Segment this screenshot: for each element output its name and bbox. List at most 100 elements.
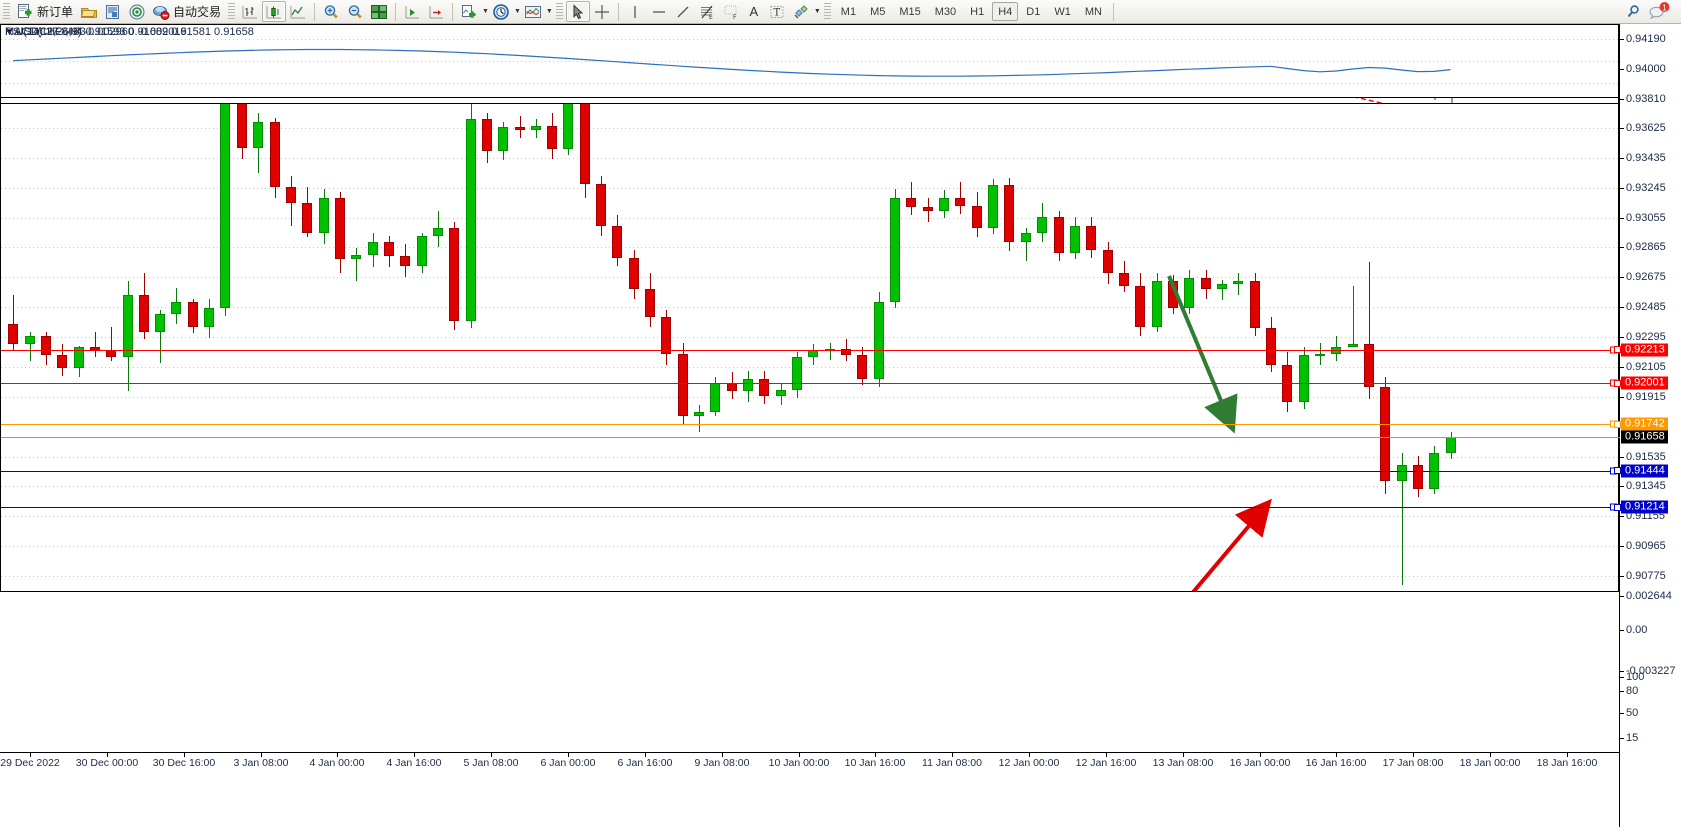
zoom-in-button[interactable] (319, 1, 343, 22)
price-level-line-support[interactable] (1, 507, 1620, 509)
shapes-dropdown-caret[interactable]: ▼ (813, 8, 821, 15)
timeframe-button-m30[interactable]: M30 (934, 5, 957, 18)
channel-button[interactable]: F (719, 1, 743, 22)
line-chart-button[interactable] (286, 1, 310, 22)
chevron-down-icon[interactable]: ▼ (5, 27, 13, 36)
signals-button[interactable] (125, 1, 149, 22)
news-icon (106, 4, 120, 19)
fibonacci-button[interactable]: E (695, 1, 719, 22)
new-order-button[interactable] (13, 1, 37, 22)
templates-dropdown-caret[interactable]: ▼ (545, 8, 553, 15)
candle-body (611, 226, 623, 258)
price-axis-label: 0.94000 (1626, 63, 1666, 76)
label-button[interactable]: T (765, 1, 789, 22)
indicators-dropdown-caret[interactable]: ▼ (482, 8, 489, 15)
candle-wick (1222, 279, 1223, 301)
gridline (1, 576, 1620, 578)
price-axis-label: 0.93810 (1626, 92, 1666, 105)
candle-body (1036, 216, 1048, 233)
chart-shift-button[interactable] (424, 1, 448, 22)
autotrading-button[interactable] (149, 1, 173, 22)
indicators-button[interactable] (457, 1, 481, 22)
candle-body (905, 197, 917, 208)
price-tick (1620, 366, 1624, 368)
signals-icon (129, 4, 145, 19)
candle-body (1053, 216, 1065, 253)
toolbar-grip-3[interactable] (555, 2, 563, 21)
toolbar-grip[interactable] (3, 2, 10, 21)
price-level-line-pivot[interactable] (1, 424, 1620, 426)
price-level-tag-support[interactable]: 0.91214 (1614, 500, 1668, 514)
timeframe-button-m15[interactable]: M15 (899, 5, 921, 18)
toolbar-grip-2[interactable] (228, 2, 236, 21)
news-button[interactable] (101, 1, 125, 22)
templates-icon (524, 5, 541, 18)
timeframe-button-w1[interactable]: W1 (1054, 5, 1071, 18)
period-button[interactable] (489, 1, 513, 22)
timeframe-button-mn[interactable]: MN (1084, 5, 1102, 18)
text-button[interactable]: A (743, 1, 765, 22)
price-level-tag-support[interactable]: 0.91444 (1614, 464, 1668, 478)
candle-wick (111, 326, 112, 362)
cursor-button[interactable] (565, 1, 590, 22)
new-order-label[interactable]: 新订单 (37, 5, 74, 19)
timeframe-button-h1[interactable]: H1 (970, 5, 985, 18)
timeframe-button-m1[interactable]: M1 (840, 5, 857, 18)
chart-header[interactable]: ▼ USDCHF-,H4 0.91593 0.91689 0.91581 0.91… (5, 26, 254, 38)
zoom-out-button[interactable] (343, 1, 367, 22)
price-panel[interactable]: ▼ USDCHF-,H4 0.91593 0.91689 0.91581 0.91… (0, 24, 1620, 592)
candle-body (1412, 465, 1424, 489)
candle-body (252, 122, 264, 148)
tile-windows-button[interactable] (367, 1, 391, 22)
time-scale[interactable]: 29 Dec 2022 30 Dec 00:00 30 Dec 16:00 3 Jan… (0, 752, 1619, 774)
price-level-line-support[interactable] (1, 470, 1620, 472)
shapes-button[interactable] (789, 1, 813, 22)
candle-wick (1353, 285, 1354, 348)
candle-body (856, 355, 868, 379)
price-scale[interactable]: 0.94190 0.94000 0.93810 0.93625 0.93435 0.932… (1614, 24, 1681, 827)
price-tick (1620, 337, 1624, 339)
timeframe-button-m5[interactable]: M5 (870, 5, 886, 18)
templates-button[interactable] (521, 1, 545, 22)
timeframe-button-d1[interactable]: D1 (1026, 5, 1041, 18)
vline-button[interactable] (623, 1, 647, 22)
autotrading-label[interactable]: 自动交易 (173, 5, 222, 19)
macd-axis-tick (1620, 596, 1624, 597)
bar-chart-button[interactable] (238, 1, 262, 22)
text-tool-icon: A (749, 4, 759, 19)
candle-wick (160, 309, 161, 364)
time-axis-label: 13 Jan 08:00 (1152, 757, 1214, 769)
horizontal-line-icon (652, 10, 665, 13)
chart-workspace[interactable]: ▼ USDCHF-,H4 0.91593 0.91689 0.91581 0.91… (0, 24, 1681, 827)
price-axis-label: 0.91915 (1626, 390, 1666, 403)
price-axis-label: 0.92295 (1626, 331, 1666, 344)
time-axis-label: 30 Dec 00:00 (75, 757, 139, 769)
toolbar-grip-4[interactable] (823, 2, 831, 21)
folder-open-icon (80, 7, 98, 18)
rsi-panel[interactable]: RSI(14) 37.8483 (0, 24, 1620, 98)
candle-body (236, 100, 248, 148)
timeframe-button-h4[interactable]: H4 (992, 2, 1019, 21)
price-level-tag-last-price[interactable]: 0.91658 (1621, 430, 1668, 444)
hline-button[interactable] (647, 1, 671, 22)
period-dropdown-caret[interactable]: ▼ (513, 8, 521, 15)
level-tag-marker (1614, 467, 1621, 475)
candlestick-chart-button[interactable] (262, 1, 287, 22)
auto-scroll-button[interactable] (400, 1, 424, 22)
candle-body (105, 350, 117, 357)
crosshair-button[interactable] (590, 1, 614, 22)
price-tick (1620, 546, 1624, 548)
price-level-line-resistance[interactable] (1, 349, 1620, 351)
folder-open-button[interactable] (77, 1, 101, 22)
price-level-line-resistance[interactable] (1, 383, 1620, 385)
last-price-line (1, 437, 1620, 439)
search-button[interactable] (1621, 1, 1645, 22)
time-axis-label: 9 Jan 08:00 (694, 757, 750, 769)
price-level-tag-pivot[interactable]: 0.91742 (1614, 417, 1668, 431)
price-level-tag-resistance[interactable]: 0.92001 (1614, 376, 1668, 390)
notification-button[interactable]: 1 (1645, 1, 1673, 22)
trendline-button[interactable] (671, 1, 695, 22)
gridline (1, 486, 1620, 488)
price-level-tag-resistance[interactable]: 0.92213 (1614, 343, 1668, 357)
candle-body (1069, 226, 1081, 253)
